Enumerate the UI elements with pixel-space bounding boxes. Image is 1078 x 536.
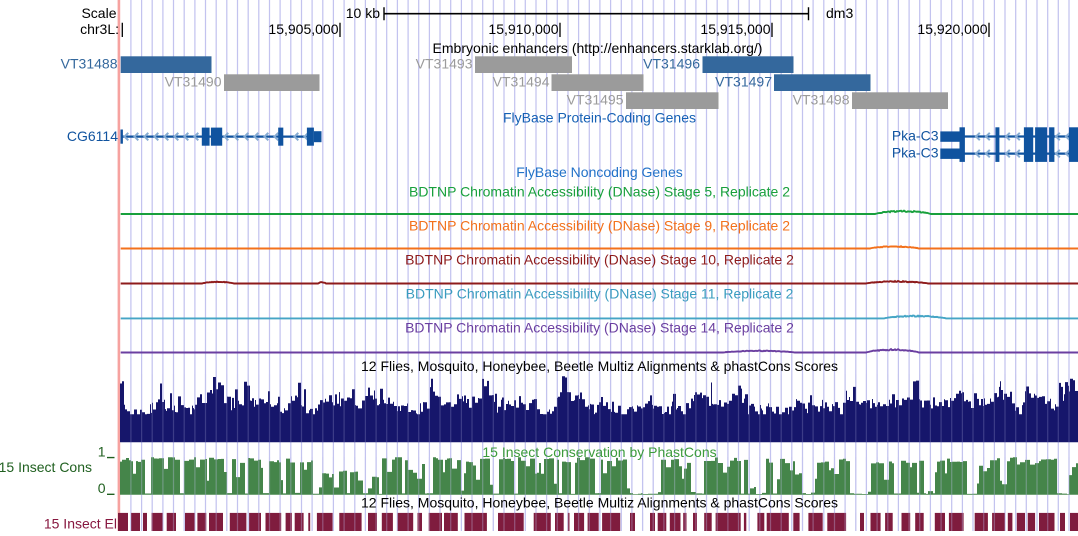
svg-text:BDTNP Chromatin Accessibility: BDTNP Chromatin Accessibility (DNase) St… — [405, 319, 794, 335]
svg-text:VT31494: VT31494 — [493, 74, 550, 90]
svg-text:15,905,000: 15,905,000 — [268, 21, 338, 37]
svg-text:Pka-C3: Pka-C3 — [892, 127, 939, 143]
svg-text:FlyBase Protein-Coding Genes: FlyBase Protein-Coding Genes — [503, 110, 696, 126]
svg-text:BDTNP Chromatin Accessibility: BDTNP Chromatin Accessibility (DNase) St… — [406, 285, 794, 301]
svg-text:12 Flies, Mosquito, Honeybee,: 12 Flies, Mosquito, Honeybee, Beetle Mul… — [361, 358, 838, 374]
svg-text:VT31498: VT31498 — [793, 92, 850, 108]
svg-text:15,915,000: 15,915,000 — [700, 21, 770, 37]
svg-text:VT31490: VT31490 — [165, 74, 222, 90]
svg-text:15 Insect Conservation by Phas: 15 Insect Conservation by PhastCons — [482, 444, 716, 460]
svg-text:BDTNP Chromatin Accessibility: BDTNP Chromatin Accessibility (DNase) St… — [405, 251, 794, 267]
svg-text:Pka-C3: Pka-C3 — [892, 144, 939, 160]
svg-text:BDTNP Chromatin Accessibility: BDTNP Chromatin Accessibility (DNase) St… — [409, 183, 790, 199]
svg-text:Scale: Scale — [81, 5, 116, 21]
svg-text:10 kb: 10 kb — [346, 5, 380, 21]
svg-text:VT31493: VT31493 — [416, 56, 473, 72]
svg-text:VT31497: VT31497 — [715, 74, 772, 90]
svg-text:15 Insect El: 15 Insect El — [44, 516, 117, 531]
svg-text:Embryonic enhancers (http://en: Embryonic enhancers (http://enhancers.st… — [433, 40, 763, 56]
svg-text:chr3L:: chr3L: — [80, 21, 119, 37]
svg-text:0: 0 — [98, 480, 106, 496]
svg-text:15,910,000: 15,910,000 — [488, 21, 558, 37]
svg-text:FlyBase Noncoding Genes: FlyBase Noncoding Genes — [516, 164, 683, 180]
svg-text:dm3: dm3 — [826, 5, 853, 21]
svg-text:VT31495: VT31495 — [567, 92, 624, 108]
svg-text:CG6114: CG6114 — [67, 128, 118, 144]
svg-text:BDTNP Chromatin Accessibility: BDTNP Chromatin Accessibility (DNase) St… — [409, 217, 790, 233]
svg-text:12 Flies, Mosquito, Honeybee,: 12 Flies, Mosquito, Honeybee, Beetle Mul… — [361, 494, 838, 510]
svg-text:VT31488: VT31488 — [61, 56, 118, 72]
svg-text:15,920,000: 15,920,000 — [917, 21, 987, 37]
svg-text:1: 1 — [98, 444, 106, 460]
svg-text:VT31496: VT31496 — [643, 56, 700, 72]
svg-text:15 Insect Cons: 15 Insect Cons — [0, 459, 92, 475]
